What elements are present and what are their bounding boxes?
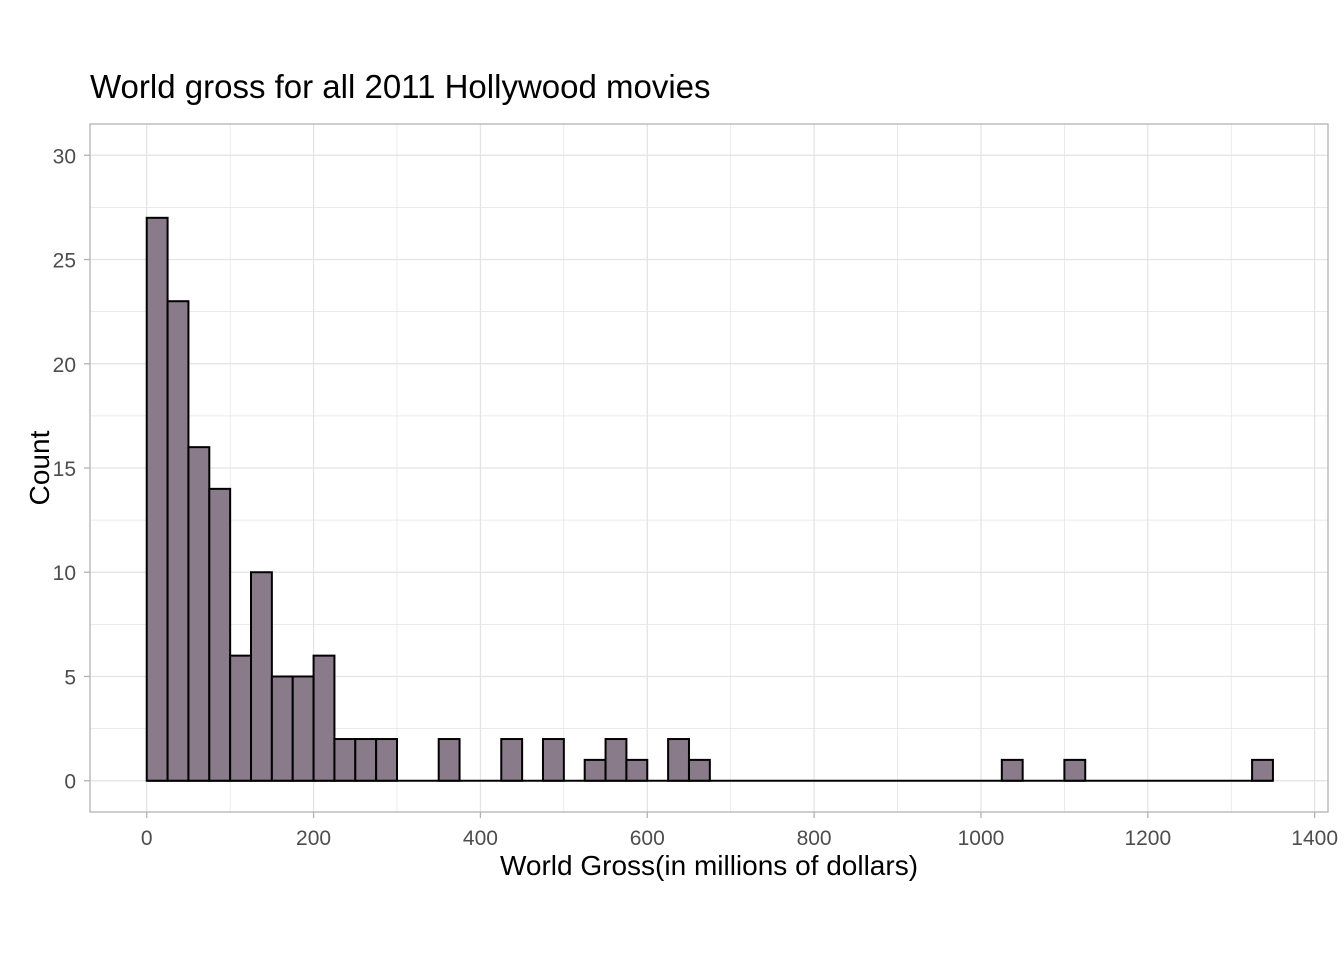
- y-axis-label: Count: [24, 430, 55, 506]
- x-tick-label: 1000: [958, 827, 1005, 850]
- histogram-bar: [625, 758, 649, 782]
- histogram-bar: [604, 738, 628, 782]
- histogram-bar: [500, 738, 524, 782]
- histogram-bar: [1063, 758, 1087, 782]
- y-tick-label: 0: [64, 771, 76, 794]
- histogram-bar: [667, 738, 690, 782]
- x-tick-label: 1400: [1291, 827, 1338, 850]
- y-tick-label: 30: [53, 145, 76, 168]
- y-tick-label: 5: [64, 666, 76, 689]
- x-tick-label: 200: [296, 827, 331, 850]
- histogram-bar: [250, 571, 273, 782]
- x-axis-label: World Gross(in millions of dollars): [499, 850, 919, 881]
- bars-layer: [145, 216, 1274, 782]
- histogram-bar: [375, 738, 398, 782]
- histogram-bar: [437, 738, 461, 782]
- y-tick-label: 15: [53, 458, 76, 481]
- histogram-bar: [291, 675, 315, 782]
- histogram-bar: [333, 738, 357, 782]
- y-tick-label: 20: [53, 354, 76, 377]
- histogram-bar: [354, 738, 378, 782]
- x-tick-label: 400: [463, 827, 498, 850]
- histogram-bar: [583, 758, 607, 782]
- histogram-bar: [687, 758, 711, 782]
- histogram-bar: [229, 654, 253, 782]
- histogram-bar: [312, 654, 336, 782]
- chart-title: World gross for all 2011 Hollywood movie…: [90, 68, 711, 105]
- histogram-bar: [1000, 758, 1024, 782]
- histogram-bar: [541, 738, 565, 782]
- histogram-bar: [145, 216, 169, 782]
- y-tick-label: 10: [53, 562, 76, 585]
- y-tick-label: 25: [53, 250, 76, 273]
- histogram-bar: [270, 675, 294, 782]
- ticks-layer: 0 200 400 600 800 1000 1200 1400 0 5 10 15 20 25 30: [53, 123, 1338, 850]
- x-tick-label: 0: [141, 827, 153, 850]
- histogram-bar: [166, 300, 190, 782]
- histogram-bar: [1251, 758, 1274, 782]
- x-tick-label: 1200: [1124, 827, 1171, 850]
- histogram-bar: [187, 446, 211, 782]
- histogram-bar: [208, 487, 232, 782]
- x-tick-label: 800: [797, 827, 832, 850]
- x-tick-label: 600: [630, 827, 665, 850]
